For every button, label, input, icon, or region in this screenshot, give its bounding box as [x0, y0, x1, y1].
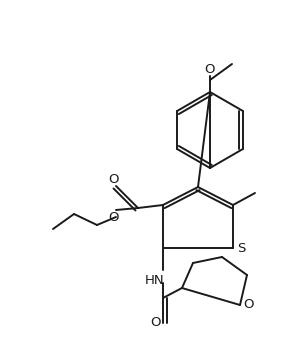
Text: O: O	[244, 298, 254, 311]
Text: HN: HN	[145, 274, 165, 287]
Text: O: O	[109, 211, 119, 224]
Text: O: O	[205, 63, 215, 76]
Text: O: O	[151, 316, 161, 329]
Text: O: O	[109, 172, 119, 185]
Text: S: S	[237, 242, 245, 255]
